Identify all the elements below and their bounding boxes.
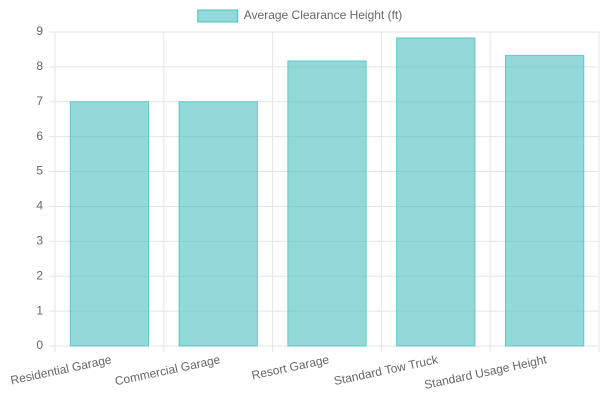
legend-label: Average Clearance Height (ft) [244,8,403,22]
y-tick-label: 6 [36,129,43,143]
y-tick-label: 2 [36,268,43,282]
x-tick-label: Standard Usage Height [423,352,549,392]
bar [69,101,150,347]
x-tick-label: Resort Garage [250,352,330,382]
x-tick-label: Residential Garage [9,352,113,387]
y-tick-label: 5 [36,164,43,178]
bar [504,54,585,347]
y-tick-label: 7 [36,94,43,108]
y-tick-label: 3 [36,234,43,248]
y-tick-label: 4 [36,199,43,213]
y-tick-label: 9 [36,24,43,38]
x-tick-label: Commercial Garage [114,352,222,388]
bar [287,60,367,347]
y-tick-label: 0 [36,338,43,352]
y-tick-label: 8 [36,59,43,73]
bar [396,37,476,347]
legend-swatch [197,9,239,23]
bar [178,101,258,347]
y-tick-label: 1 [36,303,43,317]
